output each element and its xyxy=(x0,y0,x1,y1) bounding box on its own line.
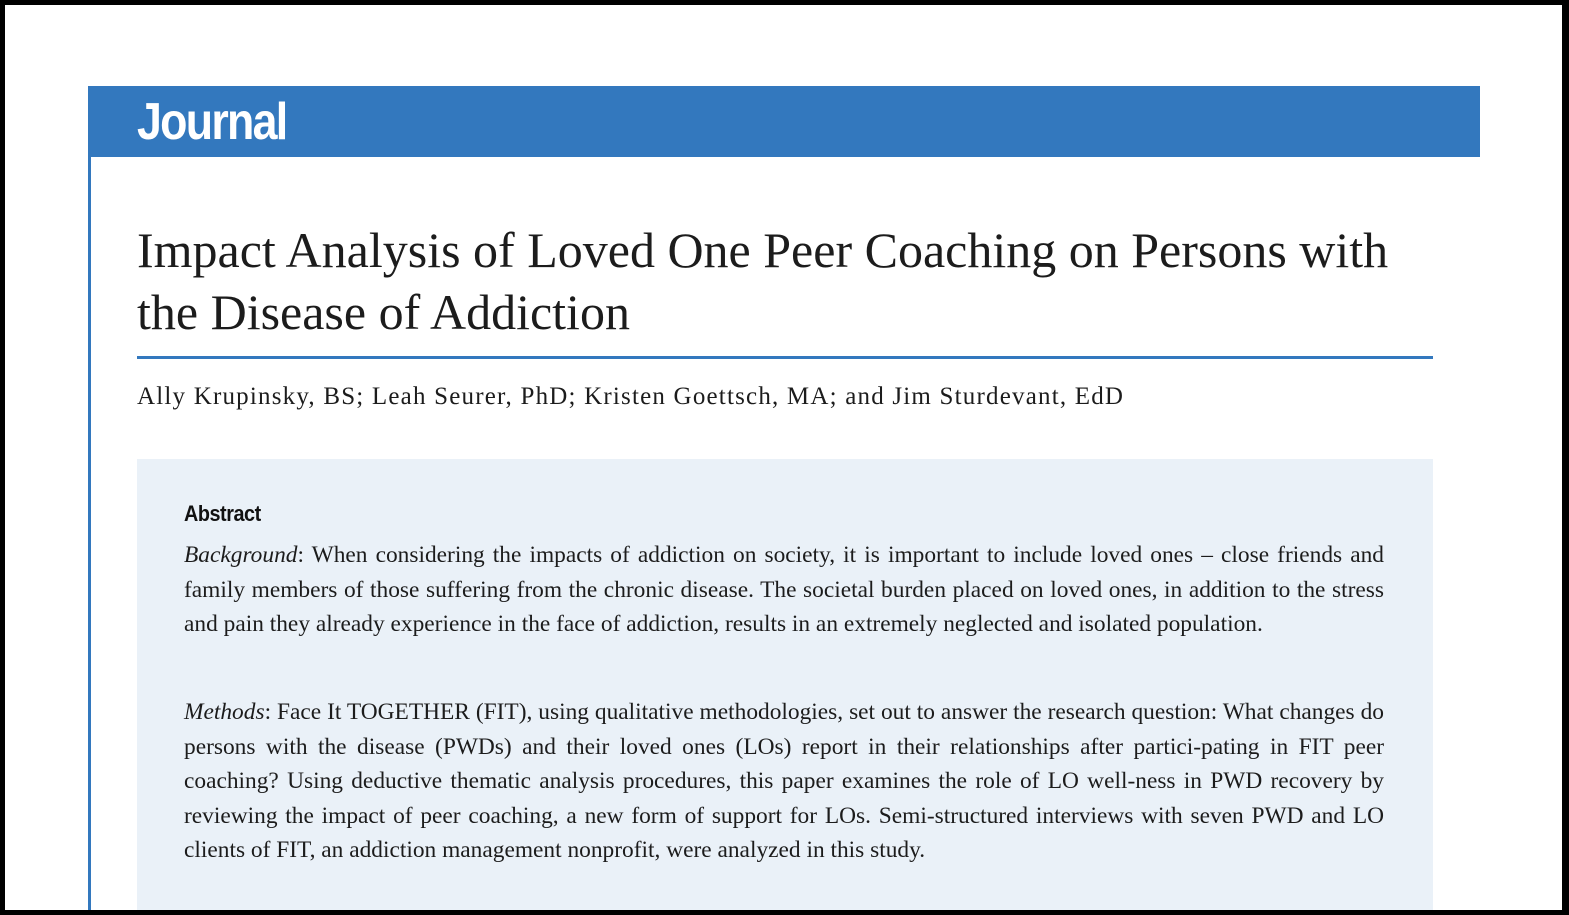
title-divider xyxy=(137,356,1433,359)
methods-separator: : xyxy=(264,699,277,725)
methods-label: Methods xyxy=(184,699,265,725)
background-text: When considering the impacts of addictio… xyxy=(184,542,1384,638)
journal-page: Journal Impact Analysis of Loved One Pee… xyxy=(5,5,1562,910)
abstract-methods-paragraph: Methods: Face It TOGETHER (FIT), using q… xyxy=(184,695,1384,868)
author-list: Ally Krupinsky, BS; Leah Seurer, PhD; Kr… xyxy=(137,383,1125,410)
abstract-box: Abstract Background: When considering th… xyxy=(137,459,1433,910)
background-label: Background xyxy=(184,542,298,568)
methods-text: Face It TOGETHER (FIT), using qualitativ… xyxy=(184,699,1384,864)
journal-name: Journal xyxy=(137,93,288,151)
journal-header-bar: Journal xyxy=(88,86,1480,157)
abstract-background-paragraph: Background: When considering the impacts… xyxy=(184,538,1384,642)
article-title: Impact Analysis of Loved One Peer Coachi… xyxy=(137,222,1389,340)
background-separator: : xyxy=(297,542,312,568)
abstract-heading: Abstract xyxy=(184,501,261,526)
left-accent-rule xyxy=(88,86,91,910)
